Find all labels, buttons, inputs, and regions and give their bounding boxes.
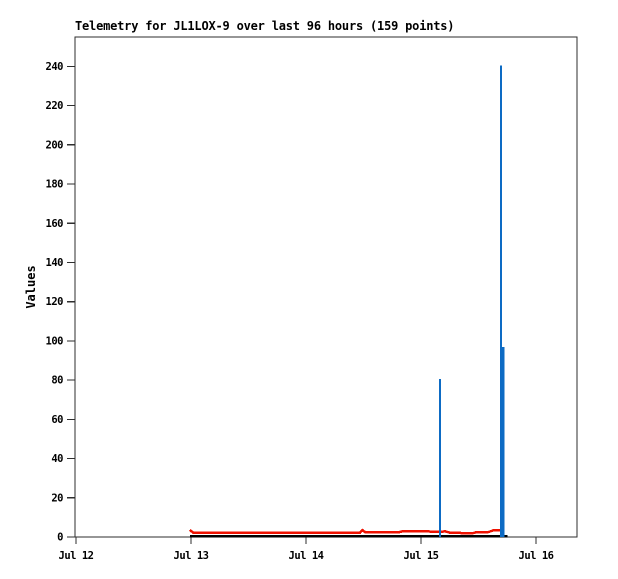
x-tick-label: Jul 13: [174, 550, 209, 562]
y-tick-label: 240: [46, 61, 64, 73]
x-tick-label: Jul 15: [404, 550, 439, 562]
x-tick-label: Jul 14: [289, 550, 324, 562]
y-tick-label: 80: [51, 375, 63, 387]
red-telemetry-series: [189, 528, 503, 535]
y-tick-label: 140: [46, 257, 64, 269]
x-tick-label: Jul 12: [59, 550, 94, 562]
y-tick-label: 60: [51, 414, 63, 426]
y-tick-label: 100: [46, 335, 64, 347]
y-tick-label: 40: [51, 453, 63, 465]
y-tick-label: 160: [46, 218, 64, 230]
y-tick-label: 0: [57, 532, 63, 544]
y-tick-label: 220: [46, 100, 64, 112]
y-tick-label: 120: [46, 296, 64, 308]
y-tick-label: 200: [46, 139, 64, 151]
y-tick-label: 180: [46, 179, 64, 191]
x-tick-label: Jul 16: [519, 550, 554, 562]
chart-title: Telemetry for JL1LOX-9 over last 96 hour…: [75, 19, 455, 33]
y-tick-label: 20: [51, 492, 63, 504]
